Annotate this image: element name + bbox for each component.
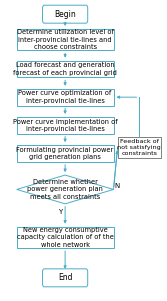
Text: Begin: Begin — [54, 10, 76, 19]
Text: N: N — [114, 183, 120, 189]
Bar — [17, 117, 114, 134]
Bar — [17, 29, 114, 51]
FancyBboxPatch shape — [43, 269, 88, 287]
Bar — [17, 61, 114, 77]
Text: Formulating provincial power
grid generation plans: Formulating provincial power grid genera… — [17, 147, 114, 160]
Text: Power curve implementation of
inter-provincial tie-lines: Power curve implementation of inter-prov… — [13, 119, 117, 132]
Text: End: End — [58, 273, 72, 282]
Bar — [17, 145, 114, 162]
Text: Determine utilization level of
inter-provincial tie-lines and
choose constraints: Determine utilization level of inter-pro… — [17, 29, 114, 50]
Text: Load forecast and generation
forecast of each provincial grid: Load forecast and generation forecast of… — [13, 62, 117, 76]
FancyBboxPatch shape — [43, 5, 88, 23]
Text: Power curve optimization of
inter-provincial tie-lines: Power curve optimization of inter-provin… — [19, 90, 112, 104]
Text: Determine whether
power generation plan
meets all constraints: Determine whether power generation plan … — [27, 179, 103, 200]
Polygon shape — [17, 175, 114, 204]
Text: Feedback of
not satisfying
constraints: Feedback of not satisfying constraints — [117, 139, 161, 156]
Bar — [17, 89, 114, 106]
Bar — [17, 227, 114, 248]
Bar — [118, 137, 161, 158]
Text: New energy consumptive
capacity calculation of of the
whole network: New energy consumptive capacity calculat… — [17, 227, 114, 248]
Text: Y: Y — [58, 209, 62, 215]
